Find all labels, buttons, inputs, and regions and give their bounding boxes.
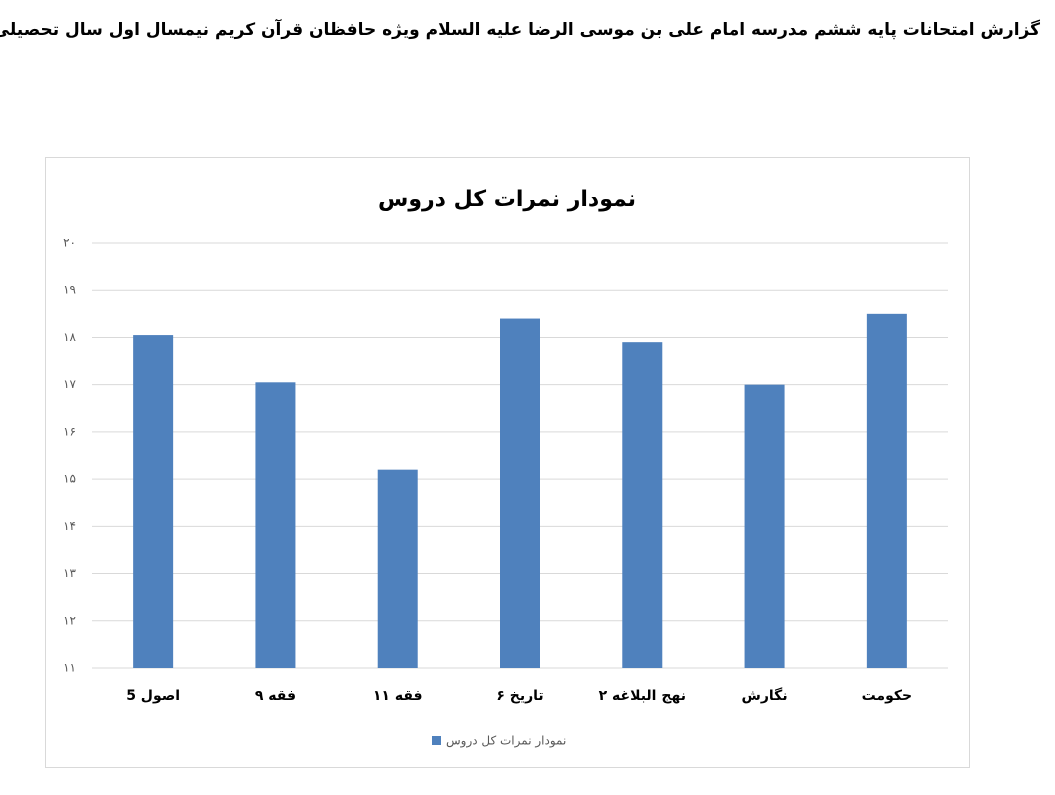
x-tick-label: فقه ۹ xyxy=(255,688,296,704)
x-tick-label: اصول 5 xyxy=(126,688,180,704)
bar xyxy=(255,382,296,668)
y-tick-label: ۱۴ xyxy=(63,519,76,533)
bar xyxy=(500,318,540,668)
bar xyxy=(133,335,174,668)
x-tick-label: تاریخ ۶ xyxy=(496,688,543,704)
x-tick-label: نگارش xyxy=(742,687,788,704)
bar xyxy=(377,469,418,668)
y-tick-label: ۱۲ xyxy=(63,613,76,627)
bar xyxy=(744,384,785,668)
bar xyxy=(622,342,663,668)
legend-label: نمودار نمرات کل دروس xyxy=(446,734,566,749)
chart-title: نمودار نمرات کل دروس xyxy=(378,187,636,212)
y-tick-label: ۱۷ xyxy=(63,377,76,391)
y-tick-label: ۱۵ xyxy=(63,472,76,486)
y-tick-label: ۱۸ xyxy=(63,330,76,344)
bar xyxy=(866,313,907,668)
y-tick-label: ۲۰ xyxy=(63,236,76,250)
legend-swatch xyxy=(432,736,441,745)
page-title: گزارش امتحانات پایه ششم مدرسه امام علی ب… xyxy=(0,18,1040,40)
x-tick-label: نهج البلاغه ۲ xyxy=(599,688,686,704)
y-tick-label: ۱۳ xyxy=(63,566,76,580)
x-tick-label: حکومت xyxy=(862,688,913,704)
x-tick-label: فقه ۱۱ xyxy=(373,688,423,704)
y-tick-label: ۱۶ xyxy=(63,424,76,438)
y-tick-label: ۱۱ xyxy=(63,661,76,675)
y-tick-label: ۱۹ xyxy=(63,283,76,297)
